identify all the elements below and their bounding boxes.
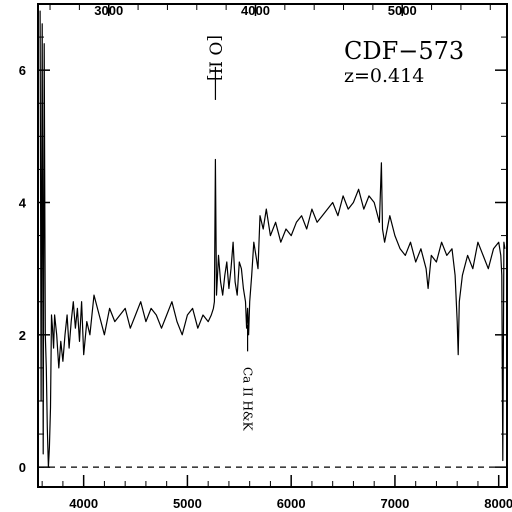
x-bottom-tick-label: 7000 [380,496,409,511]
y-tick-label: 2 [19,328,26,343]
annotation-layer: [O II] Ca II H&K [204,35,254,432]
y-tick-label: 6 [19,63,26,78]
chart-subtitle: z=0.414 [344,65,424,87]
x-bottom-tick-label: 4000 [69,496,98,511]
plot-frame [37,3,508,488]
caii-hk-label: Ca II H&K [241,367,255,432]
x-bottom-tick-label: 8000 [484,496,512,511]
y-tick-label: 4 [19,195,27,210]
axes-layer: 4000 5000 6000 7000 8000 3000 4000 5000 0 2 4 6 [19,3,512,511]
chart-title: CDF−573 [344,37,464,65]
x-bottom-tick-label: 6000 [277,496,306,511]
spectrum-series-line [39,10,506,468]
oii-label: [O II] [204,35,224,81]
x-top-tick-label: 4000 [241,3,270,18]
x-top-tick-label: 5000 [388,3,417,18]
y-tick-label: 0 [19,460,26,475]
x-bottom-tick-label: 5000 [173,496,202,511]
x-top-tick-label: 3000 [94,3,123,18]
